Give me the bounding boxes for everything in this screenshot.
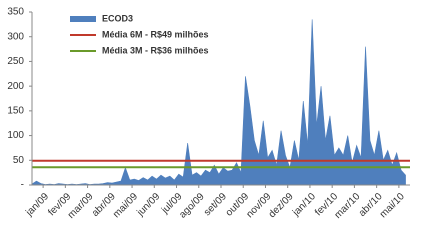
y-tick-label: 100	[7, 130, 24, 141]
x-tick-label: jun/09	[135, 191, 163, 219]
x-tick-label: jan/10	[290, 191, 318, 219]
y-tick-label: 250	[7, 56, 24, 67]
legend-label: Média 6M - R$49 milhões	[102, 29, 209, 39]
y-tick-label: 200	[7, 81, 24, 92]
y-tick-label: 350	[7, 7, 24, 18]
legend-label: Média 3M - R$36 milhões	[102, 45, 209, 55]
legend-label: ECOD3	[102, 13, 133, 23]
y-tick-label: 300	[7, 31, 24, 42]
x-tick-label: mar/10	[333, 191, 363, 221]
x-tick-label: mai/10	[378, 191, 407, 220]
area	[31, 19, 406, 186]
x-tick-label: ago/09	[177, 191, 207, 221]
legend-swatch	[70, 16, 96, 22]
x-tick-label: dez/09	[267, 191, 296, 220]
y-tick-label: 150	[7, 105, 24, 116]
x-tick-label: mai/09	[111, 191, 140, 220]
x-tick-label: jan/09	[23, 191, 51, 219]
x-tick-label: mar/09	[66, 191, 96, 221]
y-tick-label: -	[21, 180, 24, 191]
x-tick-label: set/09	[202, 191, 229, 218]
y-tick-label: 50	[13, 155, 25, 166]
